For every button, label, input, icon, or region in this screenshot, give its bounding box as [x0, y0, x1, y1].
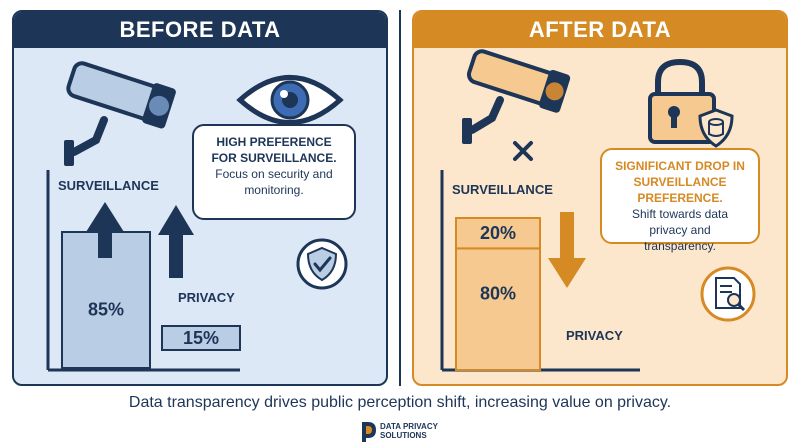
- logo-mark-icon: [362, 422, 376, 442]
- down-arrow-icon: [548, 212, 586, 288]
- camera-icon: [64, 61, 176, 166]
- eye-icon: [236, 75, 344, 125]
- category-label-before-surveillance: SURVEILLANCE: [58, 178, 159, 193]
- before-callout: HIGH PREFERENCE FOR SURVEILLANCE. Focus …: [192, 124, 356, 220]
- after-callout: SIGNIFICANT DROP IN SURVEILLANCE PREFERE…: [600, 148, 760, 253]
- before-callout-body: Focus on security and monitoring.: [215, 167, 333, 197]
- after-title: AFTER DATA: [414, 12, 786, 48]
- x-mark-icon: [513, 141, 533, 161]
- bar-after-privacy: [455, 247, 541, 371]
- logo: DATA PRIVACY SOLUTIONS: [360, 420, 460, 444]
- category-label-before-privacy: PRIVACY: [178, 290, 235, 305]
- bar-before-privacy: [161, 325, 241, 351]
- bar-after-surveillance: [455, 217, 541, 250]
- before-axes: [46, 170, 240, 372]
- value-label-before-surveillance: 85%: [88, 300, 124, 320]
- value-label-after-privacy: 80%: [480, 283, 516, 303]
- caption: Data transparency drives public percepti…: [128, 394, 672, 411]
- database-shield-icon: [698, 108, 734, 148]
- shield-check-icon: [296, 238, 348, 290]
- value-label-after-surveillance: 20%: [480, 223, 516, 243]
- bar-before-surveillance: [61, 231, 151, 369]
- up-arrow-icon: [86, 202, 124, 258]
- before-callout-heading: HIGH PREFERENCE FOR SURVEILLANCE.: [211, 135, 337, 165]
- camera-icon: [462, 49, 571, 144]
- category-label-after-privacy: PRIVACY: [566, 328, 623, 343]
- lock-icon: [648, 58, 716, 144]
- up-arrow-icon: [158, 205, 194, 278]
- panel-divider: [399, 10, 401, 386]
- before-title: BEFORE DATA: [14, 12, 386, 48]
- logo-line2: SOLUTIONS: [380, 431, 427, 440]
- category-label-after-surveillance: SURVEILLANCE: [452, 182, 553, 197]
- after-callout-body: Shift towards data privacy and transpare…: [631, 207, 729, 253]
- document-search-icon: [700, 266, 756, 322]
- after-callout-heading: SIGNIFICANT DROP IN SURVEILLANCE PREFERE…: [615, 159, 745, 205]
- logo-line1: DATA PRIVACY: [380, 422, 438, 431]
- value-label-before-privacy: 15%: [183, 328, 219, 348]
